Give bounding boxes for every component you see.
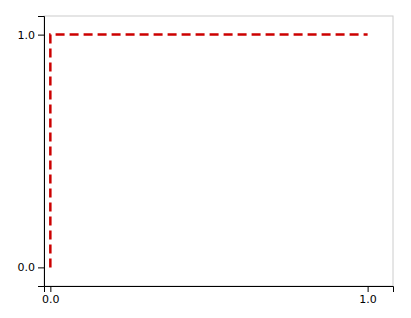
marks xyxy=(50,35,367,268)
tick-mark xyxy=(368,286,369,292)
tick-label: 1.0 xyxy=(359,293,377,306)
tick: 1.0 xyxy=(359,286,377,306)
tick: 1.0 xyxy=(18,29,45,42)
plot: 0.0 1.0 0.0 1.0 xyxy=(18,16,394,306)
tick-mark xyxy=(38,267,44,268)
tick-mark xyxy=(50,286,51,292)
tick: 0.0 xyxy=(18,261,45,274)
y-axis: 0.0 1.0 xyxy=(18,17,45,287)
plot-frame xyxy=(44,16,393,286)
tick-label: 1.0 xyxy=(18,29,36,42)
x-axis: 0.0 1.0 xyxy=(42,286,393,306)
line xyxy=(50,35,367,268)
tick-label: 0.0 xyxy=(18,261,36,274)
tick-mark xyxy=(38,35,44,36)
tick: 0.0 xyxy=(42,286,60,306)
chart: 0.0 1.0 0.0 1.0 xyxy=(0,0,411,318)
axis-line xyxy=(38,17,45,287)
axis-line xyxy=(45,287,394,293)
tick-label: 0.0 xyxy=(42,293,60,306)
